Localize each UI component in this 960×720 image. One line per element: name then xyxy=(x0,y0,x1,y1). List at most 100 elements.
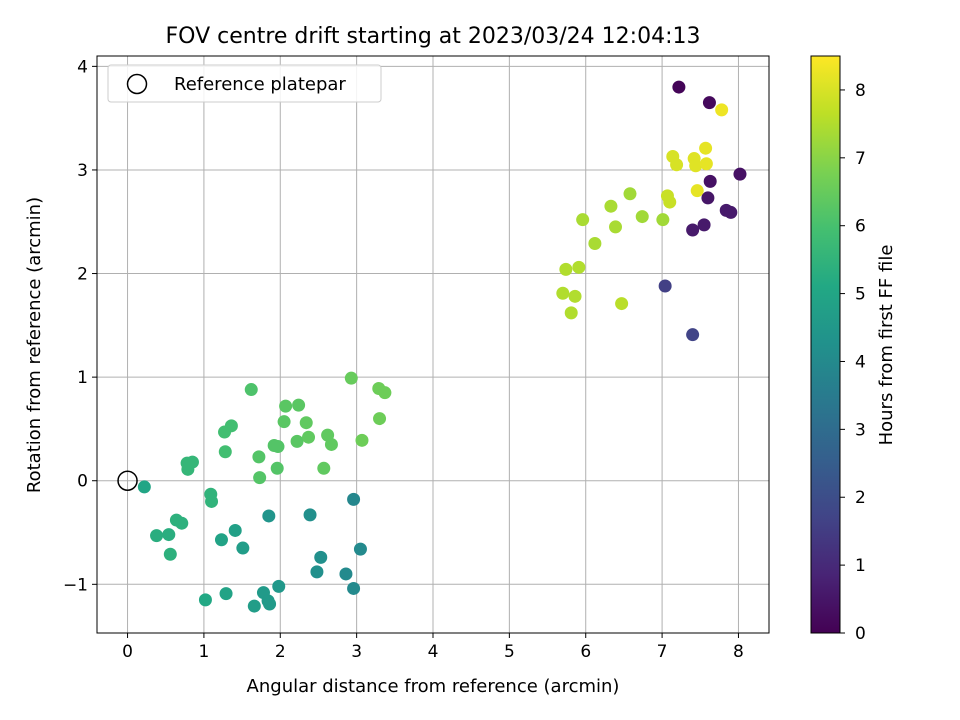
y-tick-label: 0 xyxy=(77,472,88,492)
data-point xyxy=(310,565,324,579)
colorbar-tick-label: 1 xyxy=(855,556,866,576)
data-point xyxy=(724,205,738,219)
data-point xyxy=(198,593,212,607)
colorbar-tick-label: 2 xyxy=(855,488,866,508)
colorbar-ticks: 0 1 2 3 4 5 6 7 8 xyxy=(840,81,866,644)
data-point xyxy=(556,286,570,300)
data-point xyxy=(697,218,711,232)
data-point xyxy=(378,386,392,400)
legend: Reference platepar xyxy=(107,64,382,103)
colorbar-tick-label: 0 xyxy=(855,624,866,644)
data-point xyxy=(656,213,670,227)
y-tick-label: 3 xyxy=(77,161,88,181)
grid xyxy=(97,56,769,633)
colorbar-label: Hours from first FF file xyxy=(876,245,897,446)
scatter-points xyxy=(117,80,747,613)
data-point xyxy=(163,547,177,561)
legend-marker-reference xyxy=(126,73,148,95)
data-point xyxy=(699,157,713,171)
data-point xyxy=(699,141,713,155)
colorbar-tick-label: 5 xyxy=(855,285,866,305)
data-point xyxy=(604,199,618,213)
data-point xyxy=(347,581,361,595)
data-point xyxy=(214,533,228,547)
data-point xyxy=(262,509,276,523)
reference-platepar-marker xyxy=(117,470,138,491)
data-point xyxy=(355,433,369,447)
data-point xyxy=(317,461,331,475)
x-axis-ticks: 0 1 2 3 4 5 6 7 8 xyxy=(122,633,744,662)
data-point xyxy=(615,297,629,311)
data-point xyxy=(290,434,304,448)
colorbar-tick-label: 8 xyxy=(855,81,866,101)
data-point xyxy=(568,289,582,303)
data-point xyxy=(150,529,164,543)
data-point xyxy=(703,174,717,188)
data-point xyxy=(686,223,700,237)
x-tick-label: 2 xyxy=(275,642,286,662)
x-tick-label: 7 xyxy=(657,642,668,662)
data-point xyxy=(588,236,602,250)
data-point xyxy=(733,167,747,181)
colorbar: 0 1 2 3 4 5 6 7 8 Hours from first FF file xyxy=(810,55,897,644)
data-point xyxy=(236,541,250,555)
data-point xyxy=(702,96,716,110)
data-point xyxy=(690,184,704,198)
y-tick-label: 4 xyxy=(77,57,88,77)
data-point xyxy=(137,480,151,494)
data-point xyxy=(559,262,573,276)
y-axis-ticks: −1 0 1 2 3 4 xyxy=(63,57,97,595)
data-point xyxy=(663,195,677,209)
data-point xyxy=(205,494,219,508)
data-point xyxy=(224,419,238,433)
data-point xyxy=(272,579,286,593)
data-point xyxy=(277,415,291,429)
data-point xyxy=(162,528,176,542)
y-axis-label: Rotation from reference (arcmin) xyxy=(24,197,45,493)
data-point xyxy=(175,516,189,530)
data-point xyxy=(252,450,266,464)
data-point xyxy=(689,159,703,173)
data-point xyxy=(303,508,317,522)
data-point xyxy=(299,416,313,430)
data-point xyxy=(347,492,361,506)
legend-label-reference: Reference platepar xyxy=(174,74,346,95)
data-point xyxy=(271,440,285,454)
data-point xyxy=(572,260,586,274)
data-point xyxy=(658,279,672,293)
x-tick-label: 6 xyxy=(580,642,591,662)
data-point xyxy=(302,430,316,444)
data-point xyxy=(564,306,578,320)
data-point xyxy=(672,80,686,94)
data-point xyxy=(701,191,715,205)
data-point xyxy=(219,587,233,601)
data-point xyxy=(373,412,387,426)
colorbar-gradient xyxy=(810,55,841,634)
x-tick-label: 0 xyxy=(122,642,133,662)
data-point xyxy=(609,220,623,234)
x-tick-label: 1 xyxy=(198,642,209,662)
colorbar-tick-label: 6 xyxy=(855,217,866,237)
data-point xyxy=(339,567,353,581)
data-point xyxy=(314,550,328,564)
data-point xyxy=(344,371,358,385)
data-point xyxy=(247,599,261,613)
data-point xyxy=(185,455,199,469)
data-point xyxy=(353,542,367,556)
data-point xyxy=(228,523,242,537)
colorbar-tick-label: 7 xyxy=(855,149,866,169)
y-tick-label: 1 xyxy=(77,368,88,388)
data-point xyxy=(635,210,649,224)
data-point xyxy=(270,461,284,475)
data-point xyxy=(324,437,338,451)
data-point xyxy=(263,597,277,611)
data-point xyxy=(218,445,232,459)
data-point xyxy=(253,471,267,485)
chart-title: FOV centre drift starting at 2023/03/24 … xyxy=(166,24,701,49)
data-point xyxy=(244,383,258,397)
colorbar-tick-label: 4 xyxy=(855,352,866,372)
y-tick-label: −1 xyxy=(63,575,88,595)
data-point xyxy=(715,103,729,117)
data-point xyxy=(292,398,306,412)
